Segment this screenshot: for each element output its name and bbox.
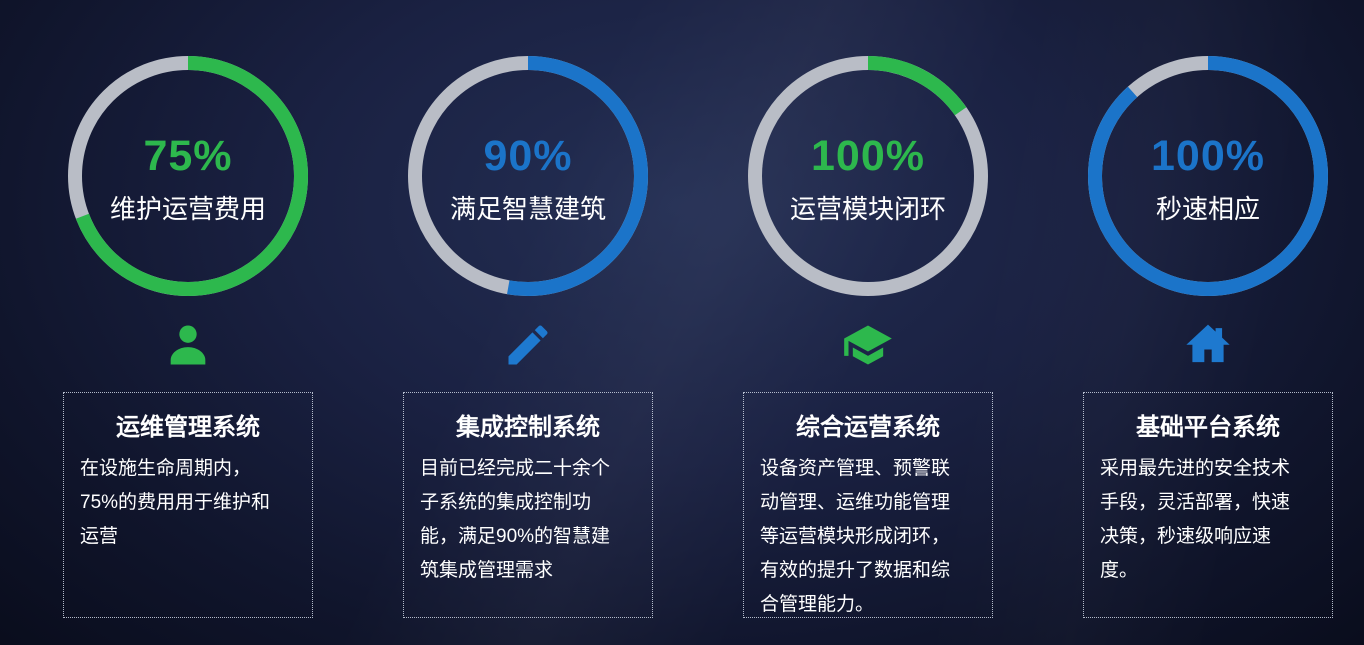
card-body: 目前已经完成二十余个 子系统的集成控制功 能，满足90%的智慧建 筑集成管理需求: [420, 458, 611, 581]
user-icon: [170, 325, 206, 365]
progress-ring: 100% 运营模块闭环: [748, 56, 988, 296]
progress-ring-arc: [68, 56, 308, 296]
progress-ring: 100% 秒速相应: [1088, 56, 1328, 296]
progress-ring-arc: [748, 56, 988, 296]
ring-center-text: 100% 运营模块闭环: [748, 56, 988, 296]
ring-percent: 100%: [811, 131, 925, 180]
progress-ring-arc: [408, 56, 648, 296]
icon-row: [18, 318, 358, 372]
card-title: 集成控制系统: [456, 414, 600, 441]
info-card: 运维管理系统 在设施生命周期内， 75%的费用用于维护和 运营: [63, 392, 313, 618]
info-card: 基础平台系统 采用最先进的安全技术 手段，灵活部署，快速 决策，秒速级响应速 度…: [1083, 392, 1333, 618]
kpi-column-platform: 100% 秒速相应 基础平台系统 采用最先进的安全技术 手段，灵活部署，快速 决…: [1038, 0, 1364, 618]
card-title: 运维管理系统: [116, 414, 260, 441]
ring-label: 维护运营费用: [109, 193, 266, 224]
icon-row: [1038, 318, 1364, 372]
kpi-column-maintenance: 75% 维护运营费用 运维管理系统 在设施生命周期内， 75%的费用用于维护和 …: [18, 0, 358, 618]
pencil-icon: [508, 325, 548, 365]
card-title: 综合运营系统: [796, 414, 940, 441]
ring-center-text: 90% 满足智慧建筑: [408, 56, 648, 296]
kpi-column-operations: 100% 运营模块闭环 综合运营系统 设备资产管理、预警联 动管理、运维功能管理…: [698, 0, 1038, 618]
ring-percent: 90%: [483, 131, 573, 180]
icon-row: [698, 318, 1038, 372]
ring-percent: 75%: [143, 131, 233, 180]
ring-label: 满足智慧建筑: [449, 193, 606, 224]
progress-ring: 90% 满足智慧建筑: [408, 56, 648, 296]
home-icon: [1186, 324, 1230, 363]
info-card: 集成控制系统 目前已经完成二十余个 子系统的集成控制功 能，满足90%的智慧建 …: [403, 392, 653, 618]
graduation-cap-icon: [844, 325, 892, 365]
ring-percent: 100%: [1151, 131, 1265, 180]
card-body: 在设施生命周期内， 75%的费用用于维护和 运营: [80, 458, 271, 547]
progress-ring-arc: [1088, 56, 1328, 296]
ring-center-text: 100% 秒速相应: [1088, 56, 1328, 296]
ring-center-text: 75% 维护运营费用: [68, 56, 308, 296]
card-body: 设备资产管理、预警联 动管理、运维功能管理 等运营模块形成闭环， 有效的提升了数…: [760, 458, 951, 615]
progress-ring: 75% 维护运营费用: [68, 56, 308, 296]
card-body: 采用最先进的安全技术 手段，灵活部署，快速 决策，秒速级响应速 度。: [1100, 458, 1291, 581]
ring-label: 秒速相应: [1155, 193, 1260, 224]
ring-label: 运营模块闭环: [789, 193, 946, 224]
kpi-column-integration: 90% 满足智慧建筑 集成控制系统 目前已经完成二十余个 子系统的集成控制功 能…: [358, 0, 698, 618]
card-title: 基础平台系统: [1136, 414, 1280, 441]
info-card: 综合运营系统 设备资产管理、预警联 动管理、运维功能管理 等运营模块形成闭环， …: [743, 392, 993, 618]
icon-row: [358, 318, 698, 372]
